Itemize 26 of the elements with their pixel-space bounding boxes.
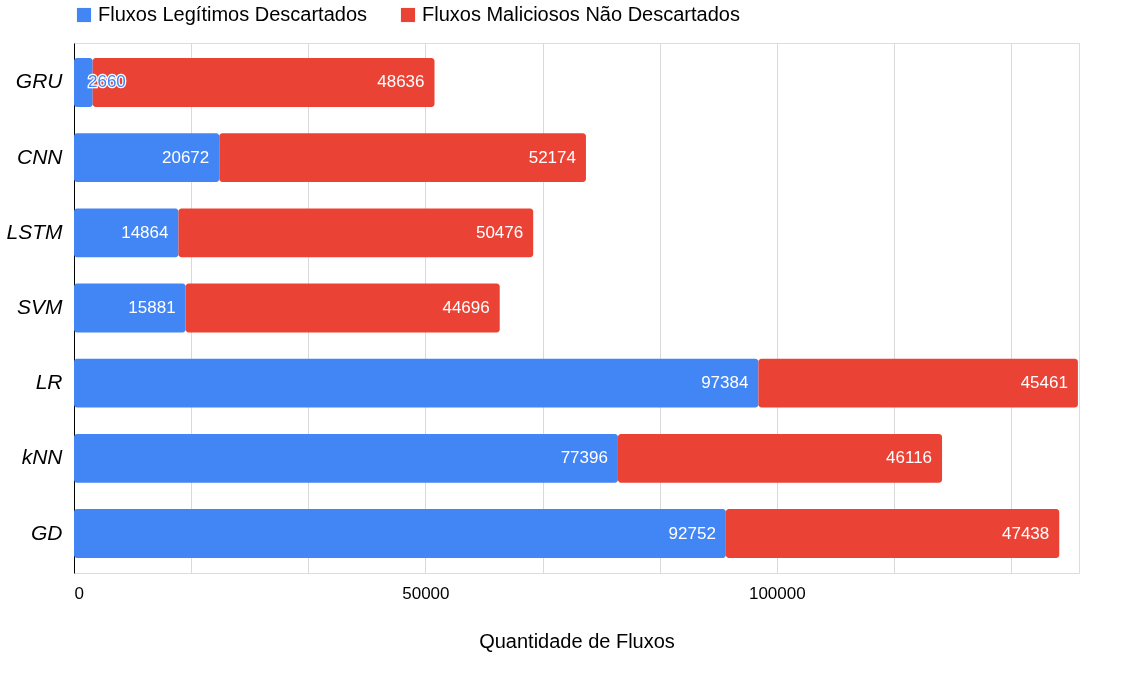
y-tick-label: GRU [15,69,64,93]
data-label: 50476 [475,222,524,242]
x-axis-title: Quantidade de Fluxos [479,629,675,652]
x-tick-label: 100000 [748,583,806,603]
y-tick-label: CNN [17,144,64,168]
y-tick-label: kNN [21,445,64,469]
data-label: 77396 [560,448,608,468]
x-tick-label: 50000 [402,583,450,603]
y-tick-label: GD [31,520,63,544]
data-label: 46116 [886,448,933,468]
data-label: 92752 [668,523,716,543]
legend-label: Fluxos Legítimos Descartados [98,3,368,25]
data-label: 15881 [128,298,176,317]
data-label: 52174 [528,147,576,167]
data-label: 44696 [442,298,490,317]
data-label: 14864 [121,222,169,242]
data-label: 47438 [1001,523,1050,543]
y-tick-label: SVM [16,295,63,318]
x-tick-label: 0 [74,583,84,603]
data-label: 48636 [377,72,425,92]
data-label: 45461 [1020,373,1068,393]
data-label: 20672 [162,147,210,167]
y-tick-label: LSTM [6,219,63,243]
data-label: 97384 [701,373,749,393]
legend-label: Fluxos Maliciosos Não Descartados [422,3,740,25]
y-tick-label: LR [35,370,63,394]
